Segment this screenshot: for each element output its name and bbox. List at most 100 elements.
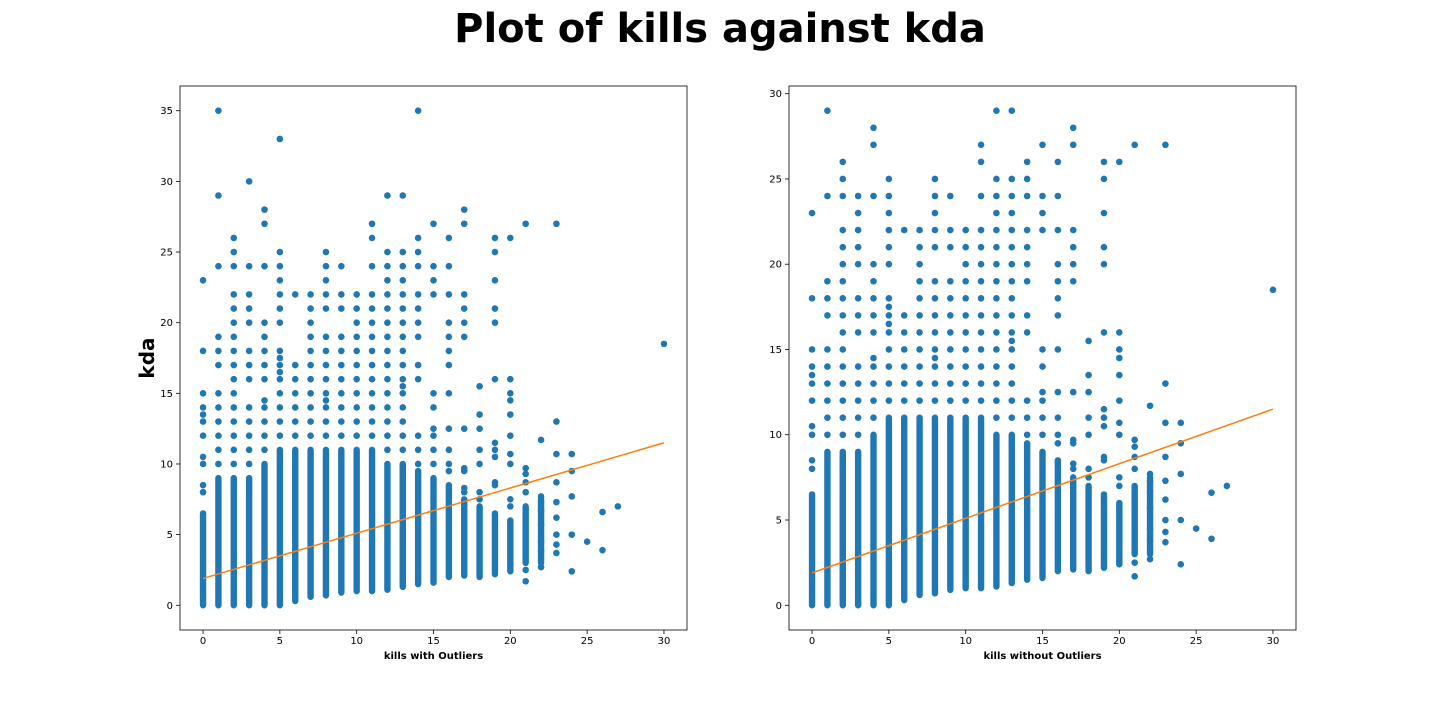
data-point — [885, 192, 893, 200]
y-tick-label: 30 — [769, 89, 782, 100]
data-point — [491, 453, 499, 461]
data-point — [276, 347, 284, 355]
data-point — [854, 312, 862, 319]
data-point — [230, 432, 238, 440]
data-point — [1162, 419, 1169, 427]
data-point — [368, 418, 376, 425]
data-point — [824, 397, 831, 404]
data-point — [245, 432, 253, 440]
data-point — [916, 346, 923, 353]
data-point — [399, 319, 407, 326]
dense-point-column — [430, 474, 437, 586]
dense-point-column — [261, 460, 268, 609]
dense-point-column — [977, 414, 985, 592]
data-point — [522, 220, 529, 228]
data-point — [276, 404, 284, 411]
data-point — [199, 488, 207, 496]
data-point — [445, 446, 453, 454]
data-point — [491, 234, 499, 242]
data-point — [460, 333, 468, 341]
data-point — [1131, 436, 1138, 444]
data-point — [1069, 243, 1077, 251]
data-point — [824, 380, 831, 387]
data-point — [445, 333, 453, 341]
data-point — [522, 566, 529, 574]
data-point — [1008, 192, 1016, 200]
data-point — [870, 397, 877, 404]
data-point — [245, 404, 253, 411]
data-point — [885, 397, 893, 404]
data-point — [291, 432, 299, 440]
data-point — [445, 390, 453, 397]
data-point — [1008, 397, 1016, 404]
data-point — [885, 303, 893, 311]
data-point — [1131, 443, 1138, 450]
data-point — [977, 295, 985, 302]
data-point — [322, 276, 330, 284]
data-point — [230, 446, 238, 454]
x-axis-label: kills without Outliers — [983, 651, 1101, 662]
dense-point-column — [537, 496, 545, 567]
dense-point-column — [1023, 440, 1031, 583]
data-point — [215, 432, 222, 440]
data-point — [291, 291, 299, 298]
dense-point-column — [461, 496, 468, 579]
data-point — [399, 262, 407, 270]
data-point — [1008, 329, 1016, 336]
data-point — [261, 397, 268, 404]
y-tick-label: 20 — [769, 260, 782, 271]
data-point — [307, 347, 314, 355]
dense-point-column — [414, 467, 422, 588]
data-point — [430, 432, 437, 440]
data-point — [1116, 482, 1123, 490]
data-point — [491, 375, 499, 383]
data-point — [931, 243, 939, 251]
data-point — [445, 460, 453, 468]
data-point — [368, 305, 376, 312]
dense-point-column — [522, 503, 529, 567]
dense-point-column — [870, 431, 877, 609]
data-point — [808, 380, 816, 387]
data-point — [1039, 346, 1046, 353]
data-point — [507, 234, 514, 242]
data-point — [199, 276, 207, 284]
data-point — [276, 262, 284, 270]
data-point — [947, 243, 954, 251]
data-point — [553, 549, 560, 557]
data-point — [553, 514, 560, 521]
data-point — [870, 295, 877, 302]
data-point — [491, 305, 499, 312]
data-point — [553, 450, 560, 458]
data-point — [230, 347, 238, 355]
data-point — [900, 363, 908, 370]
data-point — [553, 531, 560, 538]
data-point — [1054, 388, 1062, 396]
data-point — [870, 141, 877, 149]
data-point — [839, 158, 847, 166]
dense-point-column — [476, 503, 483, 581]
data-point — [947, 192, 954, 200]
data-point — [245, 418, 253, 425]
data-point — [1131, 559, 1138, 566]
data-point — [931, 277, 939, 285]
data-point — [1100, 158, 1108, 166]
data-point — [353, 347, 360, 355]
data-point — [507, 460, 514, 468]
data-point — [230, 291, 238, 298]
data-point — [931, 209, 939, 217]
data-point — [993, 192, 1000, 200]
data-point — [322, 347, 330, 355]
data-point — [808, 465, 816, 473]
data-point — [947, 312, 954, 319]
data-point — [1023, 277, 1031, 285]
data-point — [1069, 141, 1077, 149]
data-point — [291, 361, 299, 369]
data-point — [839, 175, 847, 183]
y-tick-label: 5 — [167, 530, 173, 541]
data-point — [977, 397, 985, 404]
data-point — [230, 418, 238, 425]
data-point — [276, 276, 284, 284]
data-point — [276, 361, 284, 369]
data-point — [885, 346, 893, 353]
